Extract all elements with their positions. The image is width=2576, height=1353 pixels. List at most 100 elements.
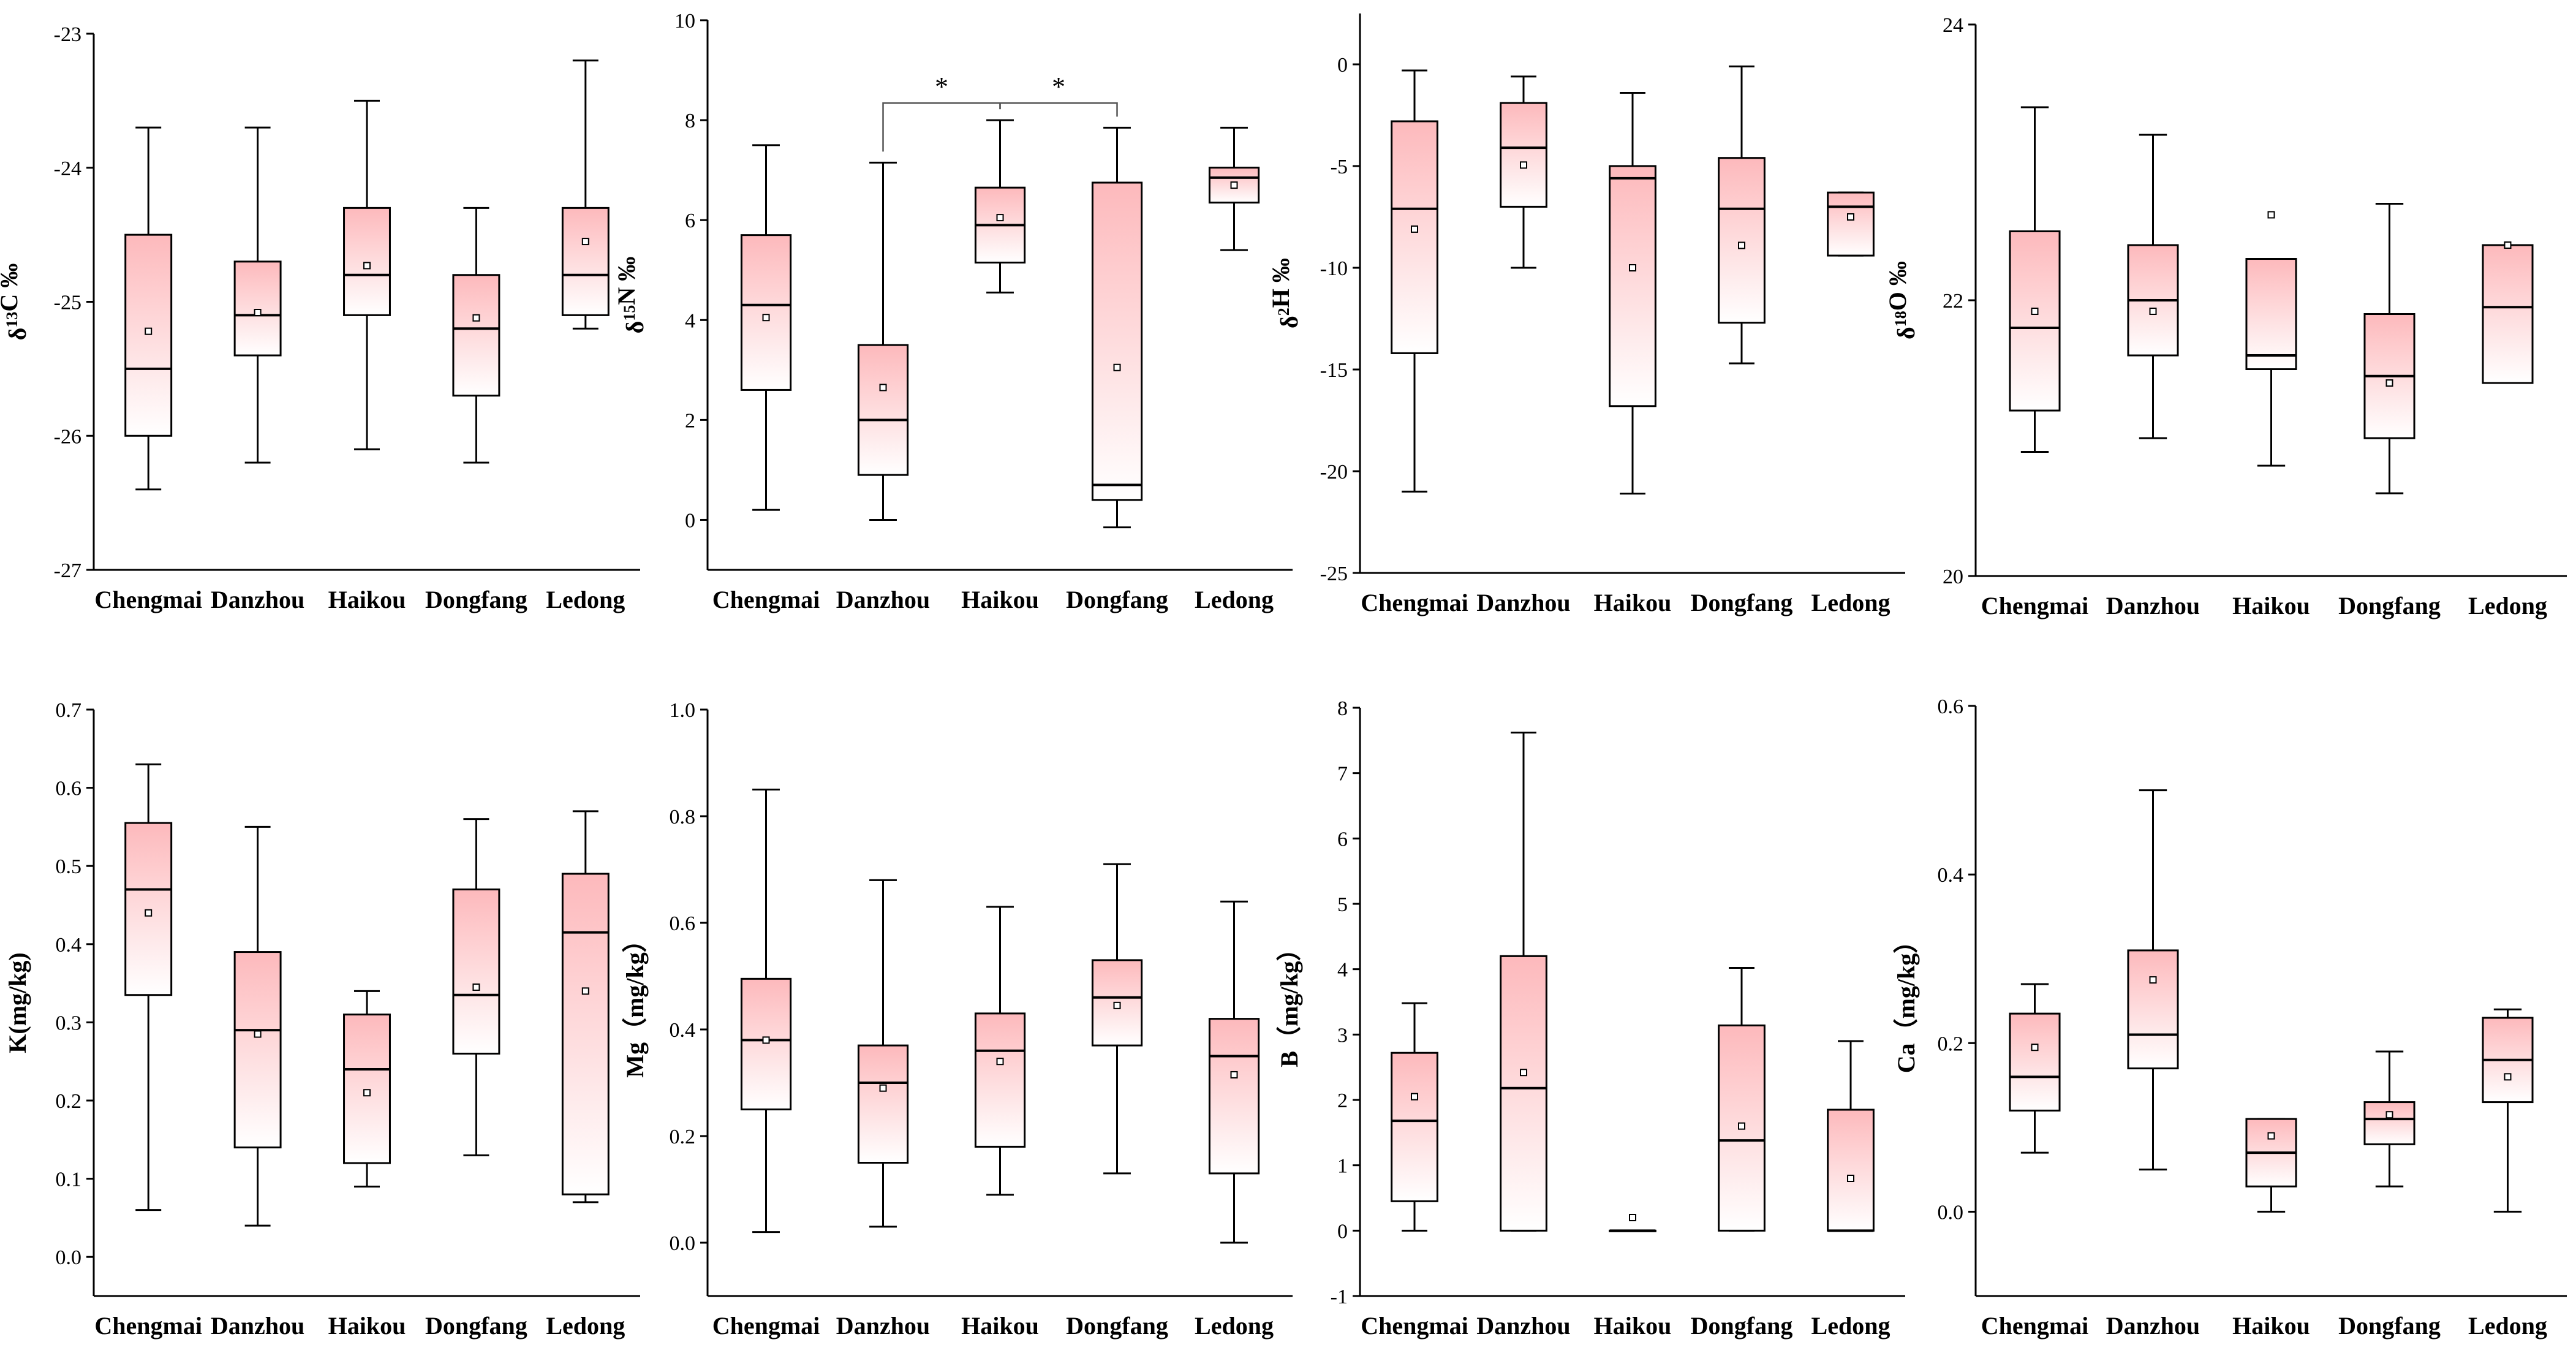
iqr-box	[343, 207, 391, 316]
mean-marker	[996, 1058, 1004, 1066]
mean-marker	[1230, 181, 1238, 189]
box-haikou	[974, 119, 1026, 294]
iqr-box	[740, 977, 792, 1110]
y-tick-label: 3	[1337, 1024, 1348, 1047]
box-haikou	[2245, 211, 2297, 467]
y-tick-label: 0.2	[1938, 1033, 1964, 1055]
y-tick-label: 8	[685, 110, 695, 132]
x-category-label: Ledong	[546, 1312, 625, 1340]
iqr-box	[1391, 1052, 1438, 1202]
y-tick-label: 0.0	[1938, 1201, 1964, 1224]
x-category-label: Dongfang	[2338, 592, 2441, 620]
x-category-label: Haikou	[1594, 589, 1672, 616]
mean-marker	[2267, 1132, 2275, 1140]
mean-marker	[472, 983, 480, 991]
y-tick-label: -5	[1331, 156, 1348, 178]
y-tick-label: 0.4	[1938, 864, 1964, 887]
box-danzhou	[2127, 134, 2179, 439]
x-category-label: Ledong	[1811, 589, 1890, 616]
y-tick-label: -23	[54, 23, 81, 46]
iqr-box	[452, 274, 500, 397]
iqr-box	[561, 207, 610, 316]
iqr-box	[1091, 181, 1143, 501]
iqr-box	[1609, 165, 1656, 407]
box-chengmai	[124, 763, 173, 1211]
y-tick-label: 0.2	[56, 1090, 82, 1113]
iqr-box	[124, 822, 173, 996]
significance-line	[882, 102, 1001, 152]
x-category-label: Danzhou	[211, 586, 304, 613]
y-tick-label: -25	[1320, 563, 1348, 585]
iqr-box	[1500, 955, 1547, 1232]
significance-line	[999, 102, 1118, 117]
mean-marker	[145, 909, 153, 917]
iqr-box	[1391, 120, 1438, 354]
mean-marker	[581, 987, 589, 995]
x-category-label: Chengmai	[712, 1312, 820, 1340]
iqr-box	[124, 233, 173, 437]
x-category-label: Ledong	[1811, 1312, 1890, 1340]
y-tick-label: 6	[1337, 828, 1348, 851]
y-tick-label: 0	[1337, 54, 1348, 77]
x-category-label: Chengmai	[1981, 592, 2089, 620]
box-haikou	[343, 99, 391, 450]
mean-marker	[1629, 1214, 1636, 1221]
box-dongfang	[452, 818, 500, 1156]
box-dongfang	[1718, 967, 1766, 1232]
box-ledong	[2482, 241, 2534, 384]
y-tick-label: 10	[674, 10, 695, 32]
y-axis-title: δ18O ‰	[1884, 261, 1920, 339]
x-category-label: Dongfang	[425, 586, 527, 613]
mean-marker	[1411, 225, 1418, 233]
box-danzhou	[857, 879, 909, 1228]
y-tick-label: 0.4	[670, 1019, 696, 1042]
y-tick-label: 0.4	[56, 934, 82, 957]
box-dongfang	[1091, 126, 1143, 529]
y-axis-title: B（mg/kg）	[1275, 936, 1303, 1067]
box-danzhou	[1500, 732, 1547, 1232]
mean-marker	[996, 214, 1004, 222]
mean-marker	[2149, 976, 2157, 984]
mean-marker	[1113, 363, 1121, 371]
box-chengmai	[2009, 983, 2061, 1154]
x-category-label: Danzhou	[1476, 1312, 1570, 1340]
x-category-label: Haikou	[328, 1312, 406, 1340]
x-category-label: Ledong	[2468, 592, 2547, 620]
y-tick-label: 0	[1337, 1220, 1348, 1243]
y-tick-label: -27	[54, 559, 81, 582]
x-category-label: Haikou	[1594, 1312, 1672, 1340]
iqr-box	[561, 873, 610, 1196]
y-axis-title: δ15N ‰	[613, 257, 649, 334]
box-danzhou	[2127, 789, 2179, 1171]
box-ledong	[561, 810, 610, 1203]
x-category-label: Haikou	[2232, 592, 2310, 620]
x-category-label: Danzhou	[836, 1312, 930, 1340]
y-tick-label: 4	[1337, 959, 1348, 982]
box-ledong	[1827, 191, 1875, 257]
y-tick-label: 0.0	[670, 1232, 696, 1255]
y-tick-label: -1	[1331, 1286, 1348, 1308]
iqr-box	[2009, 1012, 2061, 1112]
iqr-box	[1500, 102, 1547, 208]
x-category-label: Haikou	[328, 586, 406, 613]
mean-marker	[762, 314, 770, 322]
mean-marker	[363, 262, 371, 270]
iqr-box	[857, 1044, 909, 1164]
mean-marker	[1411, 1093, 1418, 1101]
box-dongfang	[1091, 863, 1143, 1175]
mean-marker	[254, 309, 262, 316]
significance-bracket: *	[882, 72, 1001, 152]
mean-marker	[1629, 264, 1636, 271]
y-tick-label: 24	[1943, 14, 1963, 37]
iqr-box	[2482, 244, 2534, 384]
mean-marker	[1847, 1175, 1854, 1182]
x-category-label: Dongfang	[1691, 1312, 1793, 1340]
iqr-box	[343, 1014, 391, 1164]
box-danzhou	[1500, 75, 1547, 269]
y-tick-label: -10	[1320, 257, 1348, 280]
y-tick-label: 1.0	[670, 699, 696, 722]
x-category-label: Haikou	[2232, 1312, 2310, 1340]
mean-marker	[1520, 161, 1527, 169]
